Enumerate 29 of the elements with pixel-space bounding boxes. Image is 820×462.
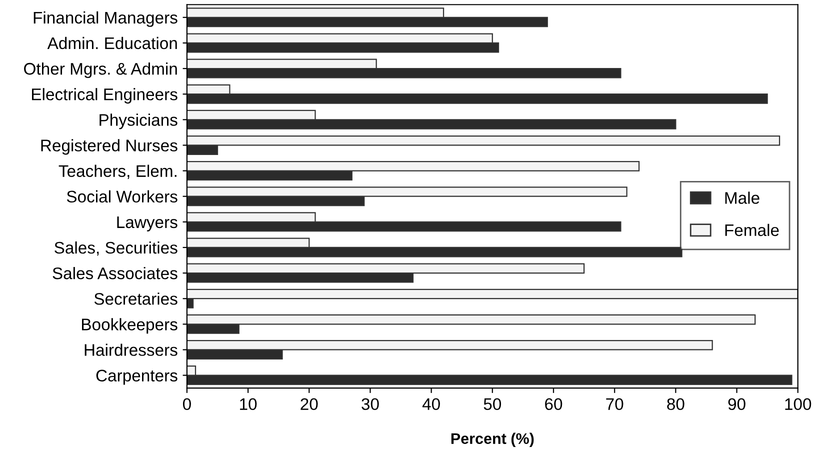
x-tick-label: 90 [728,398,746,410]
y-tick-label: Registered Nurses [41,139,178,155]
y-tick-label: Hairdressers [84,344,178,356]
y-tick-label: Admin. Education [47,36,177,50]
y-tick-label: Teachers, Elem. [58,164,176,179]
legend-label: Male [725,192,760,204]
x-tick-label: 100 [785,398,812,410]
x-tick-label: 80 [667,398,684,410]
y-tick-label: Carpenters [96,370,178,385]
x-tick-label: 40 [422,398,440,410]
x-tick-label: 0 [182,398,191,410]
y-tick-label: Lawyers [117,216,178,232]
y-tick-label: Other Mgrs. & Admin [24,62,177,78]
x-tick-label: 70 [606,398,624,410]
y-tick-label: Bookkeepers [82,318,178,334]
x-tick-label: 30 [362,398,379,410]
x-tick-label: 10 [240,398,257,410]
x-axis-title: Percent (%) [451,432,534,448]
y-tick-label: Electrical Engineers [32,88,178,104]
y-tick-label: Sales, Securities [54,241,178,256]
x-tick-label: 20 [300,398,318,410]
x-tick-label: 60 [545,398,562,410]
y-tick-label: Secretaries [94,292,178,305]
y-tick-label: Physicians [100,114,178,130]
legend-label: Female [725,224,779,236]
y-tick-label: Social Workers [66,190,178,203]
y-tick-label: Sales Associates [52,267,178,280]
x-tick-label: 50 [484,398,502,410]
y-tick-label: Financial Managers [34,11,178,27]
